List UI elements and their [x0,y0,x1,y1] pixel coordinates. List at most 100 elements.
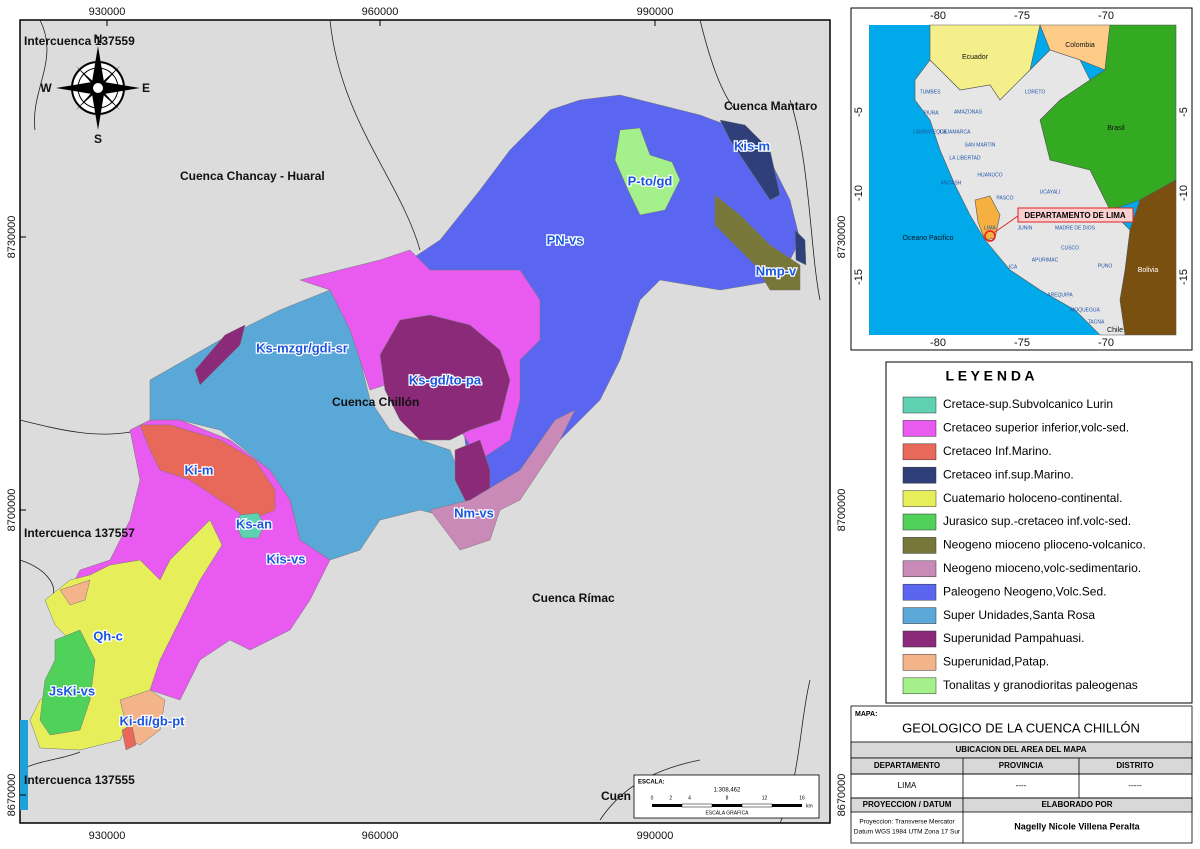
legend-label: Cretace-sup.Subvolcanico Lurin [943,397,1113,411]
geology-unit [139,424,276,521]
column-header: DEPARTAMENTO [874,761,940,770]
region-label: AREQUIPA [1047,292,1073,298]
legend-swatch [902,490,937,507]
region-label: LA LIBERTAD [949,155,981,161]
legend-frame [885,361,1193,704]
region-label: JUNIN [1018,225,1033,231]
x-tick-label: 990000 [637,830,674,842]
region-label: SAN MARTIN [965,142,996,148]
region-label: AMAZONAS [954,109,983,115]
compass-letter: E [142,81,150,95]
x-tick-label: -70 [1098,10,1114,22]
region-label: MOQUEGUA [1070,307,1100,313]
unit-label: Ki-m [185,462,214,477]
legend-label: Superunidad,Patap. [943,655,1049,669]
legend-swatch [902,677,937,695]
unit-label: Kis-vs [266,551,305,566]
unit-label: JsKi-vs [49,683,95,698]
country-label: Colombia [1065,42,1095,49]
region-label: CAJAMARCA [940,129,972,135]
y-tick-label: 8700000 [836,489,848,532]
region-label: ANCASH [941,180,962,186]
basin-label: Cuenca Chancay - Huaral [180,169,325,183]
region-label: MADRE DE DIOS [1055,225,1096,231]
legend-label: Super Unidades,Santa Rosa [943,608,1095,622]
geology-unit [235,512,266,539]
scale-unit: km [806,803,813,809]
x-tick-label: -80 [930,337,946,349]
column-value: ----- [1128,781,1142,790]
legend-label: Cuatemario holoceno-continental. [943,491,1122,505]
column-value: ---- [1016,781,1027,790]
x-tick-label: 990000 [637,6,674,18]
geology-unit [714,194,801,291]
region-label: LAMBAYEQUE [913,129,948,135]
region-label: UCAYALI [1040,189,1061,195]
scale-label: ESCALA: [638,780,665,786]
region-label: APURIMAC [1032,257,1059,263]
legend-swatch [902,607,937,624]
x-tick-label: 960000 [362,830,399,842]
scale-ratio: 1:308,462 [714,788,741,794]
projection-text: Datum WGS 1984 UTM Zona 17 Sur [854,829,961,836]
y-tick-label: 8730000 [836,216,848,259]
scale-tick: 16 [799,795,805,801]
compass-letter: S [94,132,102,146]
basin-label: Cuenca Mantaro [724,99,817,113]
y-tick-label: -10 [1178,185,1190,201]
scale-tick: 8 [726,795,729,801]
region-label: LIMA [984,225,996,231]
legend-label: Cretaceo inf.sup.Marino. [943,467,1074,481]
legend-swatch [902,443,937,461]
legend-label: Neogeno mioceno plioceno-volcanico. [943,538,1146,552]
unit-label: Kis-m [734,138,770,153]
region-label: LORETO [1025,89,1046,95]
geology-unit [429,409,576,551]
region-label: PASCO [996,195,1013,201]
legend-swatch [902,396,937,414]
region-label: ICA [1009,264,1018,270]
compass-letter: W [40,81,52,95]
map-title: GEOLOGICO DE LA CUENCA CHILLÓN [902,720,1140,735]
legend-label: Jurasico sup.-cretaceo inf.volc-sed. [943,514,1131,528]
geology-units [29,94,807,751]
unit-label: Ks-mzgr/gdi-sr [256,340,348,355]
y-tick-label: 8730000 [6,216,18,259]
column-header: PROVINCIA [999,761,1044,770]
y-tick-label: 8670000 [6,774,18,817]
country-label: Brasil [1107,125,1125,132]
basin-label: Cuen [601,789,631,803]
legend-label: Neogeno mioceno,volc-sedimentario. [943,561,1141,575]
region-label: CUSCO [1061,245,1079,251]
x-tick-label: -70 [1098,337,1114,349]
x-tick-label: 930000 [89,6,126,18]
section-header: ELABORADO POR [1041,800,1112,809]
region-label: TACNA [1088,319,1105,325]
region-label: TUMBES [920,89,942,95]
basin-label: Cuenca Rímac [532,591,615,605]
legend-swatch [902,560,937,578]
legend-swatch [902,630,937,648]
legend-label: Cretaceo Inf.Marino. [943,444,1052,458]
legend-swatch [902,583,937,601]
geology-unit [59,579,91,606]
y-tick-label: -5 [853,107,865,117]
legend-title: L E Y E N D A [946,368,1035,384]
coast [20,720,28,810]
geology-unit [194,324,246,386]
legend-label: Cretaceo superior inferior,volc-sed. [943,421,1129,435]
y-tick-label: -15 [1178,269,1190,285]
legend-swatch [902,654,937,671]
unit-label: Nmp-v [756,263,797,278]
column-header: DISTRITO [1116,761,1153,770]
x-tick-label: -75 [1014,10,1030,22]
scale-tick: 4 [688,795,691,801]
author-name: Nagelly Nicole Villena Peralta [1014,821,1140,831]
geology-unit [121,724,137,751]
section-header: PROYECCION / DATUM [863,800,952,809]
legend-swatch [902,513,937,531]
geology-unit [39,629,96,736]
column-value: LIMA [898,781,917,790]
callout-label: DEPARTAMENTO DE LIMA [1024,211,1126,220]
